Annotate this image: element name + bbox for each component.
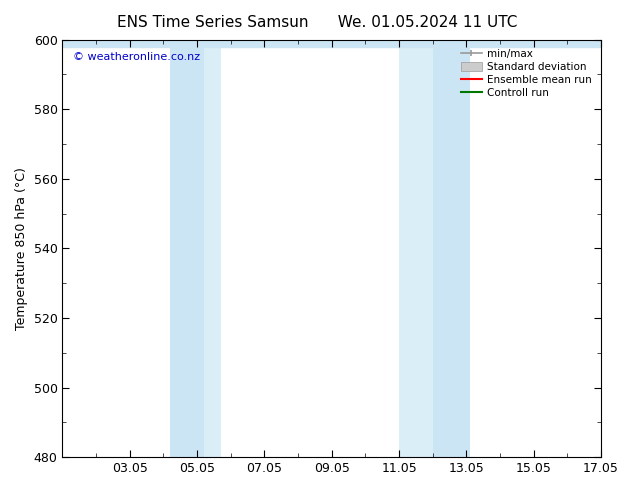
Bar bbox=[433, 40, 470, 457]
Text: ENS Time Series Samsun      We. 01.05.2024 11 UTC: ENS Time Series Samsun We. 01.05.2024 11… bbox=[117, 15, 517, 30]
Bar bbox=[204, 40, 221, 457]
Text: © weatheronline.co.nz: © weatheronline.co.nz bbox=[73, 52, 200, 62]
Bar bbox=[170, 40, 204, 457]
Legend: min/max, Standard deviation, Ensemble mean run, Controll run: min/max, Standard deviation, Ensemble me… bbox=[456, 45, 596, 102]
Y-axis label: Temperature 850 hPa (°C): Temperature 850 hPa (°C) bbox=[15, 167, 28, 330]
Bar bbox=[399, 40, 433, 457]
